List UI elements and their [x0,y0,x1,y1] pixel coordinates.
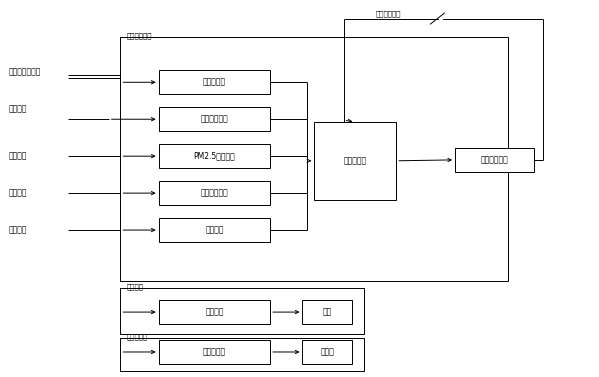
Text: 电机位置反馈: 电机位置反馈 [376,10,401,17]
Bar [120,37,508,281]
Text: 环境温度判定: 环境温度判定 [201,115,228,124]
Text: 出风量速: 出风量速 [9,189,28,198]
Text: 内外循环控制: 内外循环控制 [126,32,152,39]
Bar [120,338,364,371]
Bar [159,218,270,242]
Bar [120,288,364,334]
Bar [302,300,352,324]
Text: 出风量速判定: 出风量速判定 [201,188,228,198]
Bar [455,148,534,172]
Text: 优先级判定: 优先级判定 [344,156,367,165]
Text: 空气质量: 空气质量 [9,152,28,161]
Bar [159,70,270,94]
Bar [159,340,270,364]
Text: 风机判定: 风机判定 [205,308,223,317]
Text: 内外循环电机: 内外循环电机 [481,155,509,164]
Text: PM2.5污染判定: PM2.5污染判定 [193,152,235,161]
Text: 负离子控制: 负离子控制 [126,333,147,340]
Text: 风机: 风机 [323,308,332,317]
Text: 外部温度: 外部温度 [9,104,28,113]
Text: 遮阳、防冻信号: 遮阳、防冻信号 [9,67,41,77]
Text: 其它输入: 其它输入 [9,226,28,235]
Bar [159,144,270,168]
Text: 其它原因: 其它原因 [205,225,223,234]
Bar [159,181,270,205]
Bar [159,300,270,324]
Bar [159,107,270,131]
Text: 负离子: 负离子 [320,348,334,357]
Text: 防起雾判定: 防起雾判定 [203,78,226,87]
Bar [314,122,397,199]
Text: 负离子判定: 负离子判定 [203,348,226,357]
Bar [302,340,352,364]
Text: 风机控制: 风机控制 [126,284,143,290]
